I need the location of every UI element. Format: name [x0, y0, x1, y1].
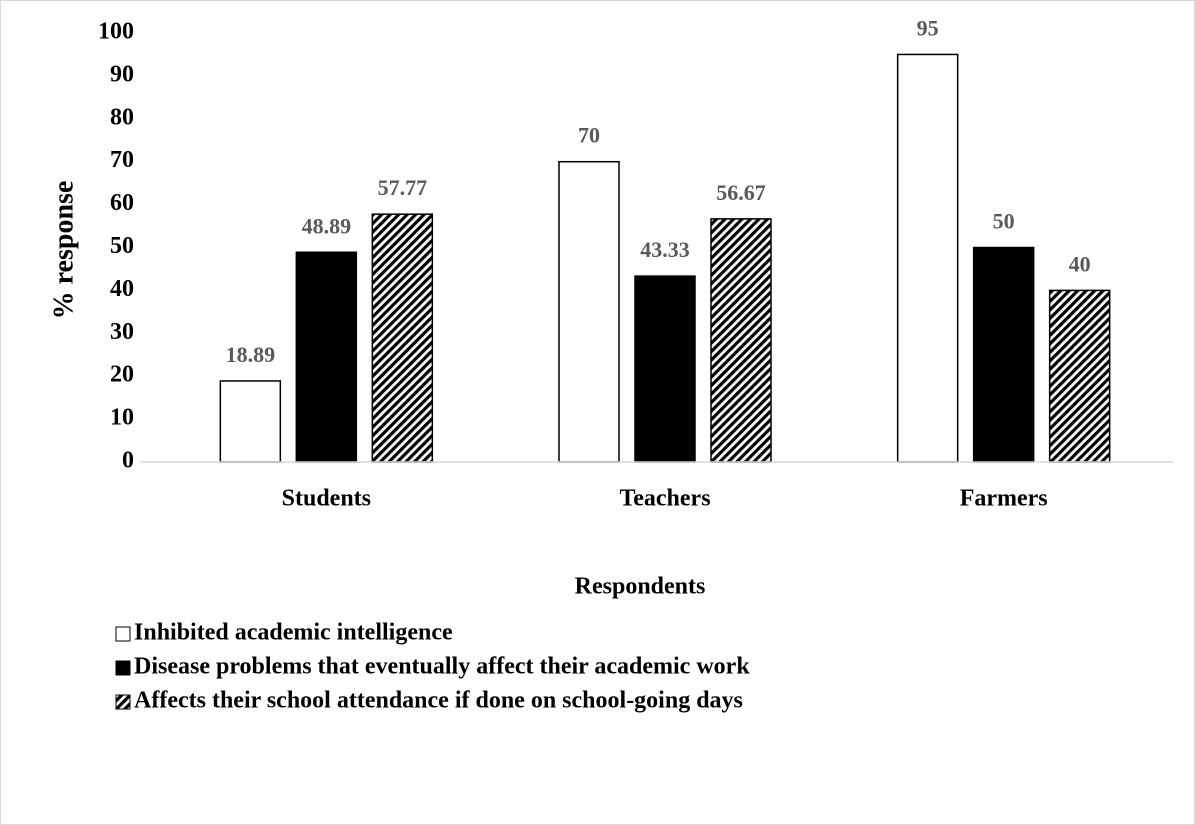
- bar: [219, 380, 282, 463]
- y-tick-label: 30: [110, 319, 134, 345]
- bar: [896, 53, 959, 463]
- y-tick-label: 80: [110, 104, 134, 130]
- legend-label: Inhibited academic intelligence: [134, 620, 453, 646]
- y-tick-label: 50: [110, 233, 134, 259]
- legend-label: Disease problems that eventually affect …: [134, 654, 750, 680]
- data-label: 40: [1069, 251, 1091, 276]
- x-tick-label: Farmers: [960, 486, 1048, 512]
- y-tick-label: 100: [98, 19, 134, 45]
- bar: [634, 275, 696, 463]
- y-tick-label: 90: [110, 61, 134, 87]
- data-label: 48.89: [302, 213, 352, 238]
- bar: [371, 213, 434, 463]
- x-axis-title: Respondents: [575, 574, 706, 600]
- data-label: 56.67: [716, 180, 766, 205]
- data-label: 57.77: [378, 175, 428, 200]
- legend-label: Affects their school attendance if done …: [134, 688, 743, 714]
- legend-swatch: [115, 626, 131, 642]
- bar: [972, 246, 1035, 463]
- y-tick-label: 20: [110, 362, 134, 388]
- data-label: 95: [917, 15, 939, 40]
- y-tick-label: 10: [110, 405, 134, 431]
- bar: [1048, 289, 1111, 463]
- y-tick-label: 60: [110, 190, 134, 216]
- legend-swatch: [115, 694, 131, 710]
- data-label: 70: [578, 123, 600, 148]
- data-label: 43.33: [640, 237, 690, 262]
- y-tick-label: 70: [110, 147, 134, 173]
- y-tick-label: 40: [110, 276, 134, 302]
- bar: [295, 251, 358, 463]
- y-axis-title: % response: [48, 181, 79, 320]
- x-tick-label: Students: [282, 486, 371, 512]
- bar: [558, 160, 620, 463]
- legend-swatch: [115, 660, 131, 676]
- data-label: 50: [993, 209, 1015, 234]
- bar: [710, 218, 772, 463]
- data-label: 18.89: [226, 342, 276, 367]
- y-tick-label: 0: [122, 448, 134, 474]
- x-tick-label: Teachers: [619, 486, 710, 512]
